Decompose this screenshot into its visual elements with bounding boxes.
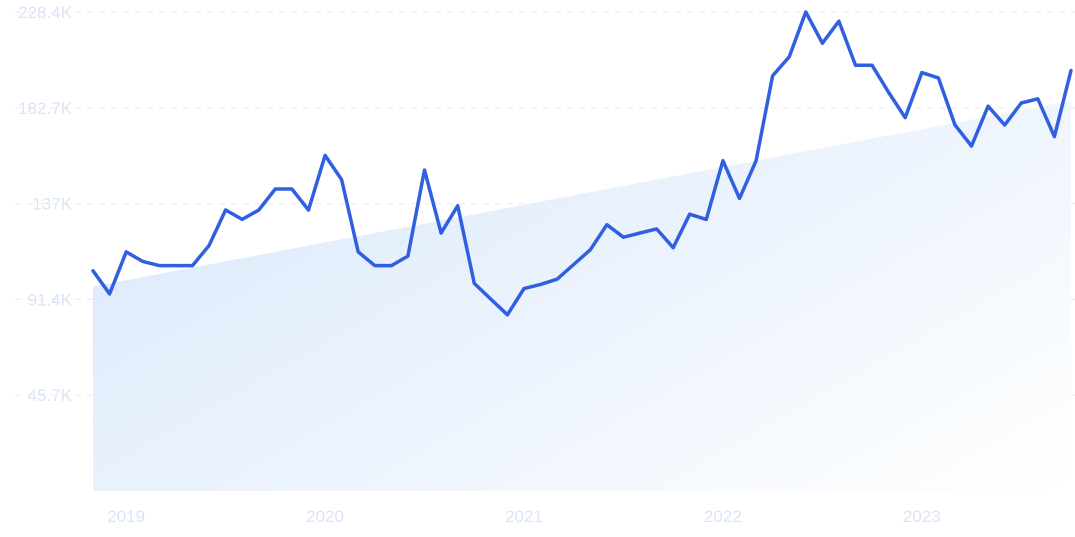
trend-area-layer [93,100,1071,491]
series-line-layer [91,10,1073,317]
series-line [91,10,1073,317]
y-tick-label: 182.7K [18,99,73,118]
y-tick-label: 137K [32,195,72,214]
y-axis: 45.7K 91.4K 137K 182.7K 228.4K [18,3,73,405]
y-tick-label: 91.4K [28,290,73,309]
trend-area [93,100,1071,491]
x-tick-label: 2020 [306,507,344,526]
x-axis: 2019 2020 2021 2022 2023 [107,507,940,526]
x-tick-label: 2022 [704,507,742,526]
y-tick-label: 228.4K [18,3,73,22]
x-tick-label: 2021 [505,507,543,526]
y-tick-label: 45.7K [28,386,73,405]
x-tick-label: 2019 [107,507,145,526]
x-tick-label: 2023 [903,507,941,526]
